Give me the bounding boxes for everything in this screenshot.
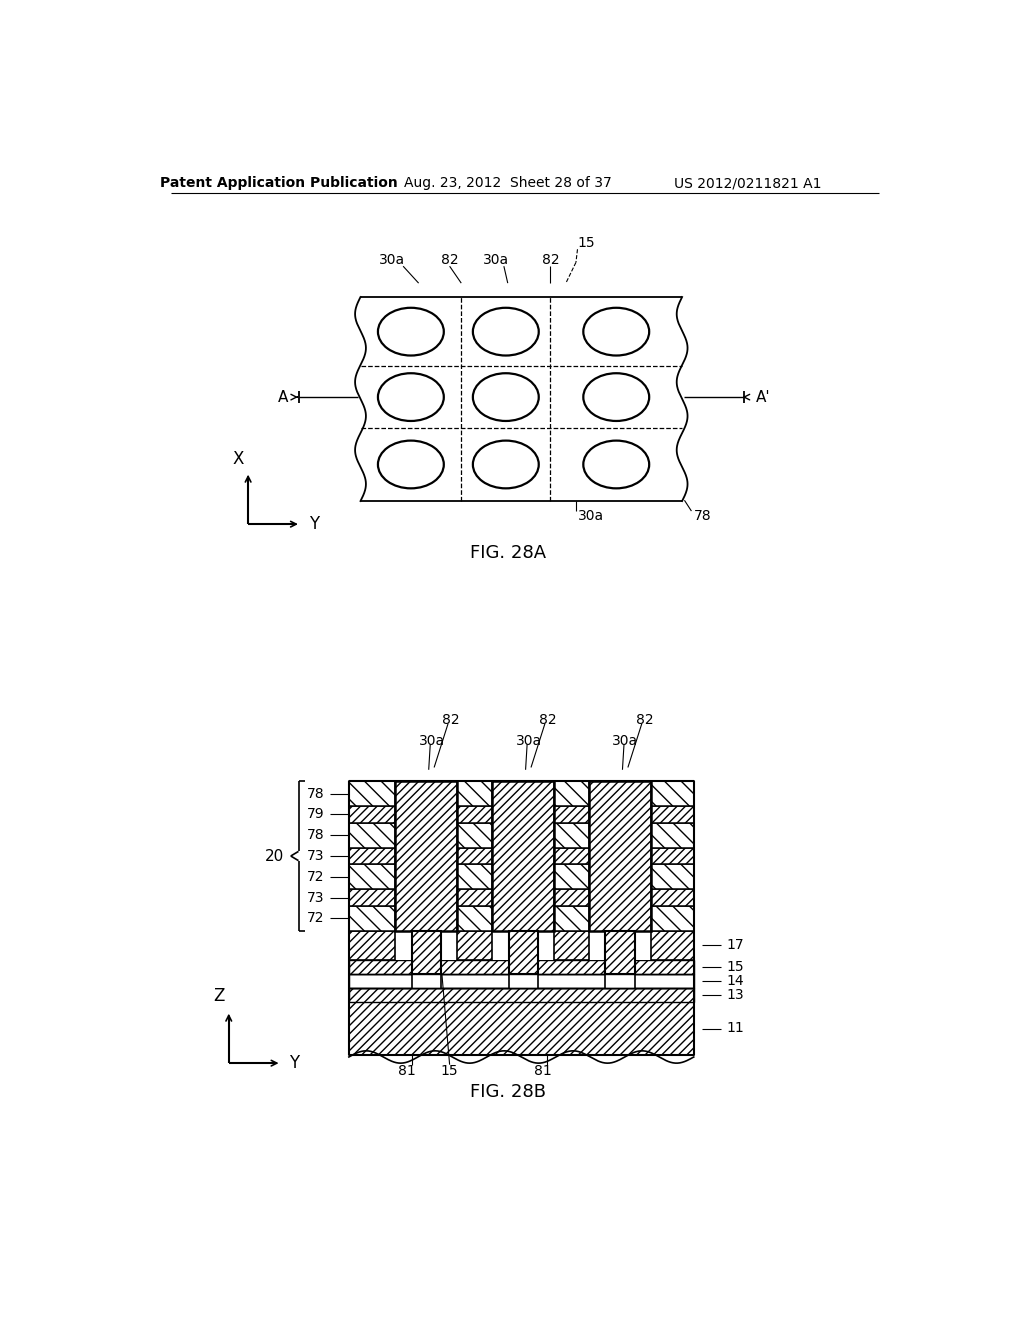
Text: A': A' — [756, 389, 770, 405]
Text: 72: 72 — [306, 870, 324, 884]
Text: X: X — [232, 450, 244, 469]
Bar — [493, 807, 554, 822]
Bar — [395, 906, 458, 931]
Bar — [493, 847, 554, 865]
Bar — [349, 822, 693, 847]
Bar — [509, 931, 538, 974]
Bar — [349, 847, 693, 865]
Text: 15: 15 — [726, 960, 743, 974]
Text: 82: 82 — [440, 253, 459, 267]
Text: 82: 82 — [442, 713, 460, 727]
Text: A: A — [279, 389, 289, 405]
Text: 30a: 30a — [483, 253, 509, 267]
Text: 78: 78 — [693, 510, 712, 524]
Bar — [589, 807, 651, 822]
Text: 72: 72 — [306, 911, 324, 925]
Bar — [395, 865, 458, 890]
Bar — [589, 781, 651, 807]
Text: 15: 15 — [578, 236, 595, 249]
Text: 17: 17 — [726, 939, 743, 952]
Text: 13: 13 — [726, 987, 743, 1002]
Bar — [493, 781, 554, 807]
Bar — [395, 781, 458, 931]
Text: 30a: 30a — [419, 734, 444, 748]
Text: 78: 78 — [306, 828, 324, 842]
Text: Aug. 23, 2012  Sheet 28 of 37: Aug. 23, 2012 Sheet 28 of 37 — [403, 176, 611, 190]
Bar — [509, 974, 538, 987]
Text: 82: 82 — [636, 713, 653, 727]
Bar — [493, 906, 554, 931]
Text: 30a: 30a — [578, 510, 603, 524]
Bar — [412, 931, 441, 974]
Bar — [493, 822, 554, 847]
Text: 82: 82 — [542, 253, 559, 267]
Text: 73: 73 — [306, 891, 324, 904]
Text: 81: 81 — [534, 1064, 552, 1078]
Bar — [349, 807, 693, 822]
Bar — [349, 890, 693, 906]
Text: 78: 78 — [306, 787, 324, 801]
Bar — [349, 974, 693, 987]
Text: 30a: 30a — [515, 734, 542, 748]
Text: FIG. 28A: FIG. 28A — [470, 544, 546, 561]
Bar — [605, 931, 635, 974]
Text: 73: 73 — [306, 849, 324, 863]
Bar — [589, 906, 651, 931]
Bar — [395, 931, 458, 960]
Bar — [349, 781, 693, 807]
Text: 11: 11 — [726, 1022, 744, 1035]
Text: 81: 81 — [398, 1064, 416, 1078]
Text: FIG. 28B: FIG. 28B — [470, 1082, 546, 1101]
Bar — [493, 931, 554, 960]
Bar — [589, 890, 651, 906]
Bar — [589, 781, 651, 931]
Text: 14: 14 — [726, 974, 743, 987]
Text: 20: 20 — [265, 849, 285, 863]
Text: US 2012/0211821 A1: US 2012/0211821 A1 — [674, 176, 821, 190]
Bar — [349, 865, 693, 890]
Text: 15: 15 — [440, 1064, 459, 1078]
Bar — [349, 960, 693, 974]
Bar — [412, 974, 441, 987]
Text: 82: 82 — [539, 713, 556, 727]
Text: Patent Application Publication: Patent Application Publication — [160, 176, 398, 190]
Text: Z: Z — [213, 987, 224, 1006]
Bar — [589, 847, 651, 865]
Bar — [349, 931, 693, 960]
Bar — [349, 1002, 693, 1056]
Bar — [605, 974, 635, 987]
Bar — [589, 931, 651, 960]
Text: 30a: 30a — [379, 253, 404, 267]
Bar — [493, 890, 554, 906]
Text: Y: Y — [289, 1055, 299, 1072]
Bar — [395, 781, 458, 807]
Text: Y: Y — [308, 515, 318, 533]
Bar — [589, 822, 651, 847]
Bar — [395, 890, 458, 906]
Bar — [395, 847, 458, 865]
Bar — [493, 781, 554, 931]
Bar — [395, 807, 458, 822]
Bar — [349, 987, 693, 1002]
Text: 30a: 30a — [612, 734, 639, 748]
Bar — [493, 865, 554, 890]
Bar — [589, 865, 651, 890]
Bar — [349, 906, 693, 931]
Bar — [395, 822, 458, 847]
Text: 79: 79 — [306, 808, 324, 821]
